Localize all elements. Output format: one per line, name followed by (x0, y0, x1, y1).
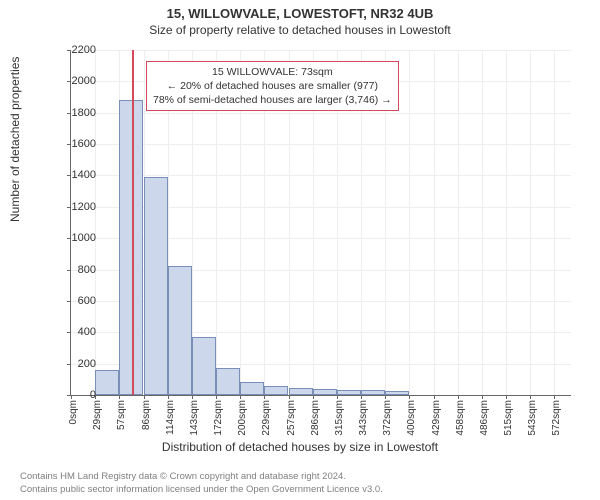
gridline-v (409, 50, 410, 395)
gridline-v (434, 50, 435, 395)
histogram-bar (192, 337, 216, 395)
xtick-mark (434, 395, 435, 399)
legend-line-2: ← 20% of detached houses are smaller (97… (153, 79, 392, 93)
xtick-label: 543sqm (527, 400, 538, 436)
xtick-label: 229sqm (261, 400, 272, 436)
xtick-label: 315sqm (334, 400, 345, 436)
xtick-label: 200sqm (237, 400, 248, 436)
histogram-bar (216, 368, 240, 395)
xtick-mark (482, 395, 483, 399)
legend-line-3: 78% of semi-detached houses are larger (… (153, 93, 392, 107)
xtick-mark (144, 395, 145, 399)
gridline-v (530, 50, 531, 395)
ytick-label: 1800 (56, 107, 96, 119)
plot-region: 0sqm29sqm57sqm86sqm114sqm143sqm172sqm200… (70, 50, 571, 396)
ytick-label: 2000 (56, 75, 96, 87)
histogram-bar (168, 266, 192, 395)
xtick-mark (530, 395, 531, 399)
gridline-v (95, 50, 96, 395)
xtick-label: 257sqm (286, 400, 297, 436)
gridline-v (506, 50, 507, 395)
ytick-label: 800 (56, 264, 96, 276)
page-title: 15, WILLOWVALE, LOWESTOFT, NR32 4UB (0, 0, 600, 21)
xtick-label: 29sqm (92, 400, 103, 430)
xtick-mark (409, 395, 410, 399)
xtick-mark (337, 395, 338, 399)
gridline-h (71, 113, 571, 114)
ytick-label: 1400 (56, 169, 96, 181)
histogram-bar (361, 390, 385, 395)
xtick-mark (216, 395, 217, 399)
x-axis-label: Distribution of detached houses by size … (0, 440, 600, 454)
ytick-label: 600 (56, 295, 96, 307)
xtick-label: 429sqm (431, 400, 442, 436)
xtick-mark (119, 395, 120, 399)
xtick-label: 515sqm (503, 400, 514, 436)
ytick-label: 1000 (56, 232, 96, 244)
xtick-label: 343sqm (358, 400, 369, 436)
ytick-label: 1200 (56, 201, 96, 213)
xtick-label: 458sqm (455, 400, 466, 436)
ytick-label: 200 (56, 358, 96, 370)
ytick-label: 400 (56, 326, 96, 338)
histogram-bar (264, 386, 288, 395)
footer-line-2: Contains public sector information licen… (20, 484, 383, 496)
histogram-bar (313, 389, 337, 395)
histogram-bar (337, 390, 361, 395)
footer-line-1: Contains HM Land Registry data © Crown c… (20, 471, 383, 483)
xtick-label: 114sqm (165, 400, 176, 435)
ytick-label: 2200 (56, 44, 96, 56)
xtick-mark (264, 395, 265, 399)
xtick-label: 172sqm (213, 400, 224, 436)
xtick-mark (506, 395, 507, 399)
chart-area: 0sqm29sqm57sqm86sqm114sqm143sqm172sqm200… (70, 50, 570, 395)
gridline-v (482, 50, 483, 395)
legend-line-1: 15 WILLOWVALE: 73sqm (153, 65, 392, 79)
footer-attribution: Contains HM Land Registry data © Crown c… (20, 471, 383, 496)
xtick-mark (240, 395, 241, 399)
xtick-label: 372sqm (382, 400, 393, 436)
xtick-label: 0sqm (68, 400, 79, 424)
xtick-label: 86sqm (141, 400, 152, 430)
y-axis-label: Number of detached properties (8, 57, 22, 222)
gridline-v (554, 50, 555, 395)
page-subtitle: Size of property relative to detached ho… (0, 21, 600, 37)
gridline-v (458, 50, 459, 395)
xtick-mark (192, 395, 193, 399)
xtick-label: 572sqm (551, 400, 562, 436)
histogram-bar (95, 370, 119, 395)
gridline-h (71, 50, 571, 51)
xtick-label: 486sqm (479, 400, 490, 436)
histogram-bar (385, 391, 409, 395)
ytick-label: 0 (56, 389, 96, 401)
legend-box: 15 WILLOWVALE: 73sqm← 20% of detached ho… (146, 61, 399, 112)
xtick-mark (361, 395, 362, 399)
xtick-mark (313, 395, 314, 399)
histogram-bar (289, 388, 313, 395)
ytick-label: 1600 (56, 138, 96, 150)
xtick-mark (168, 395, 169, 399)
xtick-label: 143sqm (189, 400, 200, 436)
histogram-bar (240, 382, 264, 395)
xtick-mark (458, 395, 459, 399)
indicator-line (132, 50, 134, 395)
xtick-mark (554, 395, 555, 399)
xtick-label: 286sqm (310, 400, 321, 436)
gridline-h (71, 144, 571, 145)
xtick-mark (289, 395, 290, 399)
xtick-mark (385, 395, 386, 399)
xtick-label: 400sqm (406, 400, 417, 436)
xtick-label: 57sqm (116, 400, 127, 430)
histogram-bar (144, 177, 168, 395)
